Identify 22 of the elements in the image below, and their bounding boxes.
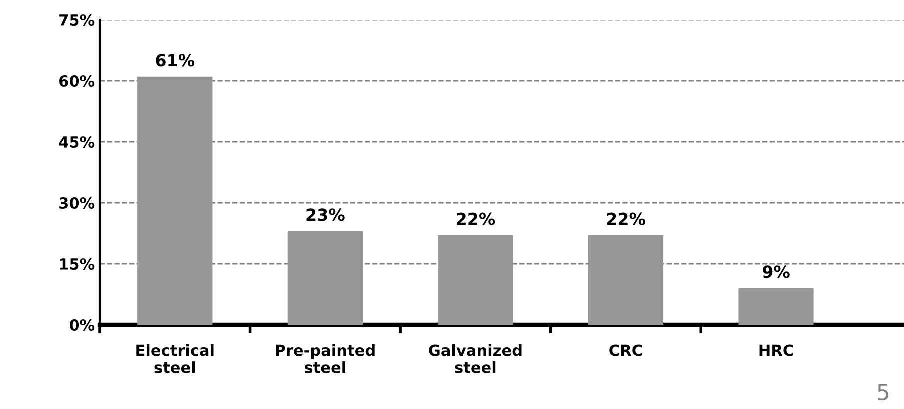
bar: [588, 236, 664, 325]
y-tick-label: 75%: [60, 14, 95, 26]
y-tick-label: 45%: [59, 136, 95, 148]
bar: [288, 231, 363, 325]
bar: [138, 76, 213, 325]
data-label: 9%: [762, 266, 790, 278]
x-tick-label: CRC: [610, 344, 642, 356]
data-label: 23%: [306, 208, 345, 222]
y-tick-label: 30%: [60, 197, 95, 210]
text: 5: [878, 384, 888, 401]
y-tick-label: 60%: [60, 75, 95, 88]
bar: [738, 288, 814, 325]
x-tick-label: Pre-painted steel: [276, 344, 375, 374]
data-label: 22%: [607, 212, 646, 226]
y-tick-label: 0%: [70, 319, 95, 332]
bar: [438, 236, 514, 325]
y-tick-label: 15%: [60, 258, 95, 270]
data-label: 61%: [156, 54, 195, 67]
data-label: 22%: [457, 212, 496, 226]
x-tick-label: Galvanized steel: [429, 344, 522, 374]
x-tick-label: HRC: [760, 344, 794, 356]
x-tick-label: Electrical steel: [136, 344, 214, 374]
